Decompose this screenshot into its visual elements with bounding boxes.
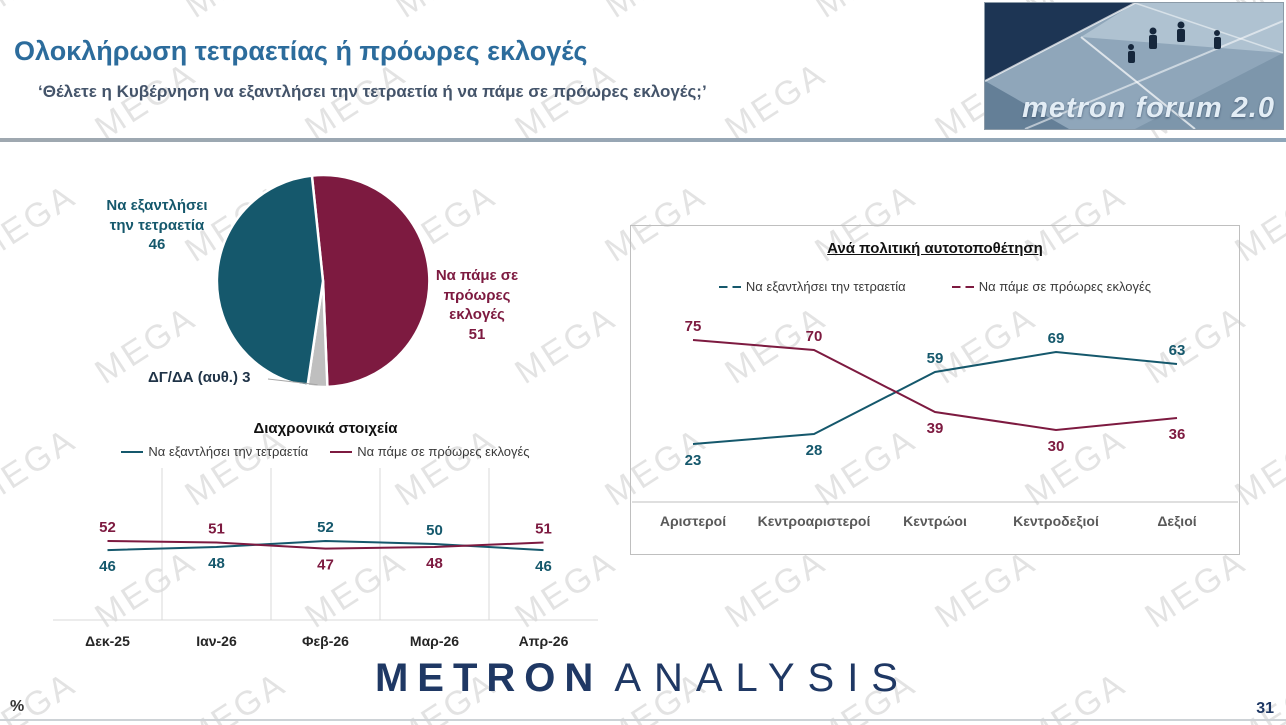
category-label: Φεβ-26 <box>302 633 349 649</box>
legend-marker-line <box>330 450 353 453</box>
series-line <box>692 339 1178 432</box>
data-label: 52 <box>99 519 116 536</box>
data-label: 46 <box>99 558 116 575</box>
watermark-text: MEGA <box>718 54 834 148</box>
logo-collage-image <box>985 3 1283 129</box>
page-title: Ολοκλήρωση τετραετίας ή πρόωρες εκλογές <box>14 36 588 66</box>
logo-wordmark: metron forum 2.0 <box>1022 92 1275 124</box>
people-silhouettes-icon <box>1128 21 1221 63</box>
legend-marker-line <box>718 285 741 288</box>
watermark-text: MEGA <box>928 542 1044 636</box>
category-label: Κεντρώοι <box>903 513 967 529</box>
category-label: Ιαν-26 <box>196 633 237 649</box>
series-line <box>107 540 544 550</box>
watermark-text: MEGA <box>718 542 834 636</box>
political-legend: Να εξαντλήσει την τετραετία Να πάμε σε πρ… <box>631 279 1239 294</box>
legend-item: Να εξαντλήσει την τετραετία <box>121 444 308 459</box>
timeseries-legend: Να εξαντλήσει την τετραετία Να πάμε σε πρ… <box>53 444 598 459</box>
metron-analysis-logo: METRON ANALYSIS <box>0 656 1286 701</box>
metron-forum-logo: metron forum 2.0 <box>984 2 1284 130</box>
legend-label: Να πάμε σε πρόωρες εκλογές <box>978 279 1152 294</box>
watermark-text: MEGA <box>1138 542 1254 636</box>
pie-slice <box>215 174 325 388</box>
pie-value-early-elections: 51 <box>468 325 486 343</box>
watermark-text: MEGA <box>0 176 84 270</box>
data-label: 23 <box>685 452 702 469</box>
timeseries-title: Διαχρονικά στοιχεία <box>253 420 398 437</box>
data-label: 70 <box>806 328 823 345</box>
data-label: 52 <box>317 519 334 536</box>
category-label: Απρ-26 <box>519 633 569 649</box>
pie-label-early-elections: Να πάμε σε πρόωρες εκλογές 51 <box>430 266 524 344</box>
legend-label: Να εξαντλήσει την τετραετία <box>745 279 906 294</box>
analysis-logo-part: ANALYSIS <box>614 656 911 700</box>
political-chart-title: Ανά πολιτική αυτοτοποθέτηση <box>827 240 1043 257</box>
metron-logo-part: METRON <box>374 656 603 700</box>
category-label: Δεκ-25 <box>85 633 130 649</box>
data-label: 69 <box>1048 330 1065 347</box>
pie-value-dk-na: 3 <box>242 369 251 386</box>
category-label: Αριστεροί <box>660 513 726 529</box>
legend-label: Να πάμε σε πρόωρες εκλογές <box>357 444 530 459</box>
data-label: 51 <box>535 521 552 538</box>
data-label: 46 <box>535 558 552 575</box>
legend-marker-line <box>951 285 974 288</box>
data-label: 39 <box>927 420 944 437</box>
pie-label-dk-na: ΔΓ/ΔΑ (αυθ.) 3 <box>148 368 250 388</box>
legend-item: Να πάμε σε πρόωρες εκλογές <box>951 279 1152 294</box>
header-divider <box>0 138 1286 142</box>
pie-label-text: ΔΓ/ΔΑ (αυθ.) <box>148 369 238 386</box>
bottom-divider <box>0 719 1286 721</box>
category-label: Δεξιοί <box>1157 513 1196 529</box>
data-label: 63 <box>1169 342 1186 359</box>
political-chart-panel: Ανά πολιτική αυτοτοποθέτηση Να εξαντλήσε… <box>630 225 1240 555</box>
legend-marker-line <box>121 450 144 453</box>
watermark-text: MEGA <box>388 0 503 26</box>
data-label: 28 <box>806 442 823 459</box>
pie-value-complete-term: 46 <box>148 236 166 253</box>
pie-label-complete-term: Να εξαντλήσει την τετραετία 46 <box>96 196 218 255</box>
data-label: 30 <box>1048 438 1065 455</box>
dk-na-leader-line <box>267 378 318 386</box>
watermark-text: MEGA <box>508 298 624 392</box>
data-label: 51 <box>208 521 225 538</box>
pie-label-text: Να εξαντλήσει την τετραετία <box>106 197 208 234</box>
pie-chart-svg <box>215 173 431 389</box>
watermark-text: MEGA <box>0 0 84 26</box>
pie-slice <box>310 173 431 389</box>
watermark-text: MEGA <box>808 0 923 26</box>
category-label: Κεντροαριστεροί <box>758 513 871 529</box>
pie-label-text: Να πάμε σε πρόωρες εκλογές <box>435 267 519 323</box>
data-label: 36 <box>1169 426 1186 443</box>
legend-label: Να εξαντλήσει την τετραετία <box>148 444 309 459</box>
legend-item: Να πάμε σε πρόωρες εκλογές <box>330 444 530 459</box>
category-label: Μαρ-26 <box>410 633 459 649</box>
category-label: Κεντροδεξιοί <box>1013 513 1099 529</box>
page-subtitle: ‘Θέλετε η Κυβέρνηση να εξαντλήσει την τε… <box>38 82 707 101</box>
watermark-text: MEGA <box>598 0 713 26</box>
page-number: 31 <box>1256 700 1274 717</box>
data-label: 50 <box>426 522 443 539</box>
data-label: 59 <box>927 350 944 367</box>
watermark-text: MEGA <box>178 0 293 26</box>
data-label: 48 <box>426 555 443 572</box>
data-label: 48 <box>208 555 225 572</box>
data-label: 47 <box>317 557 334 574</box>
series-line <box>692 350 1178 445</box>
percent-unit-label: % <box>10 698 25 715</box>
legend-item: Να εξαντλήσει την τετραετία <box>718 279 906 294</box>
political-svg: 23 75 Αριστεροί 28 70 Κεντροαριστεροί 59 39 Κεντ… <box>632 318 1238 529</box>
data-label: 75 <box>685 318 702 335</box>
timeseries-svg: 46 52 Δεκ-25 48 51 Ιαν-26 52 47 Φεβ-26 50 48 Μαρ-26… <box>53 468 598 649</box>
